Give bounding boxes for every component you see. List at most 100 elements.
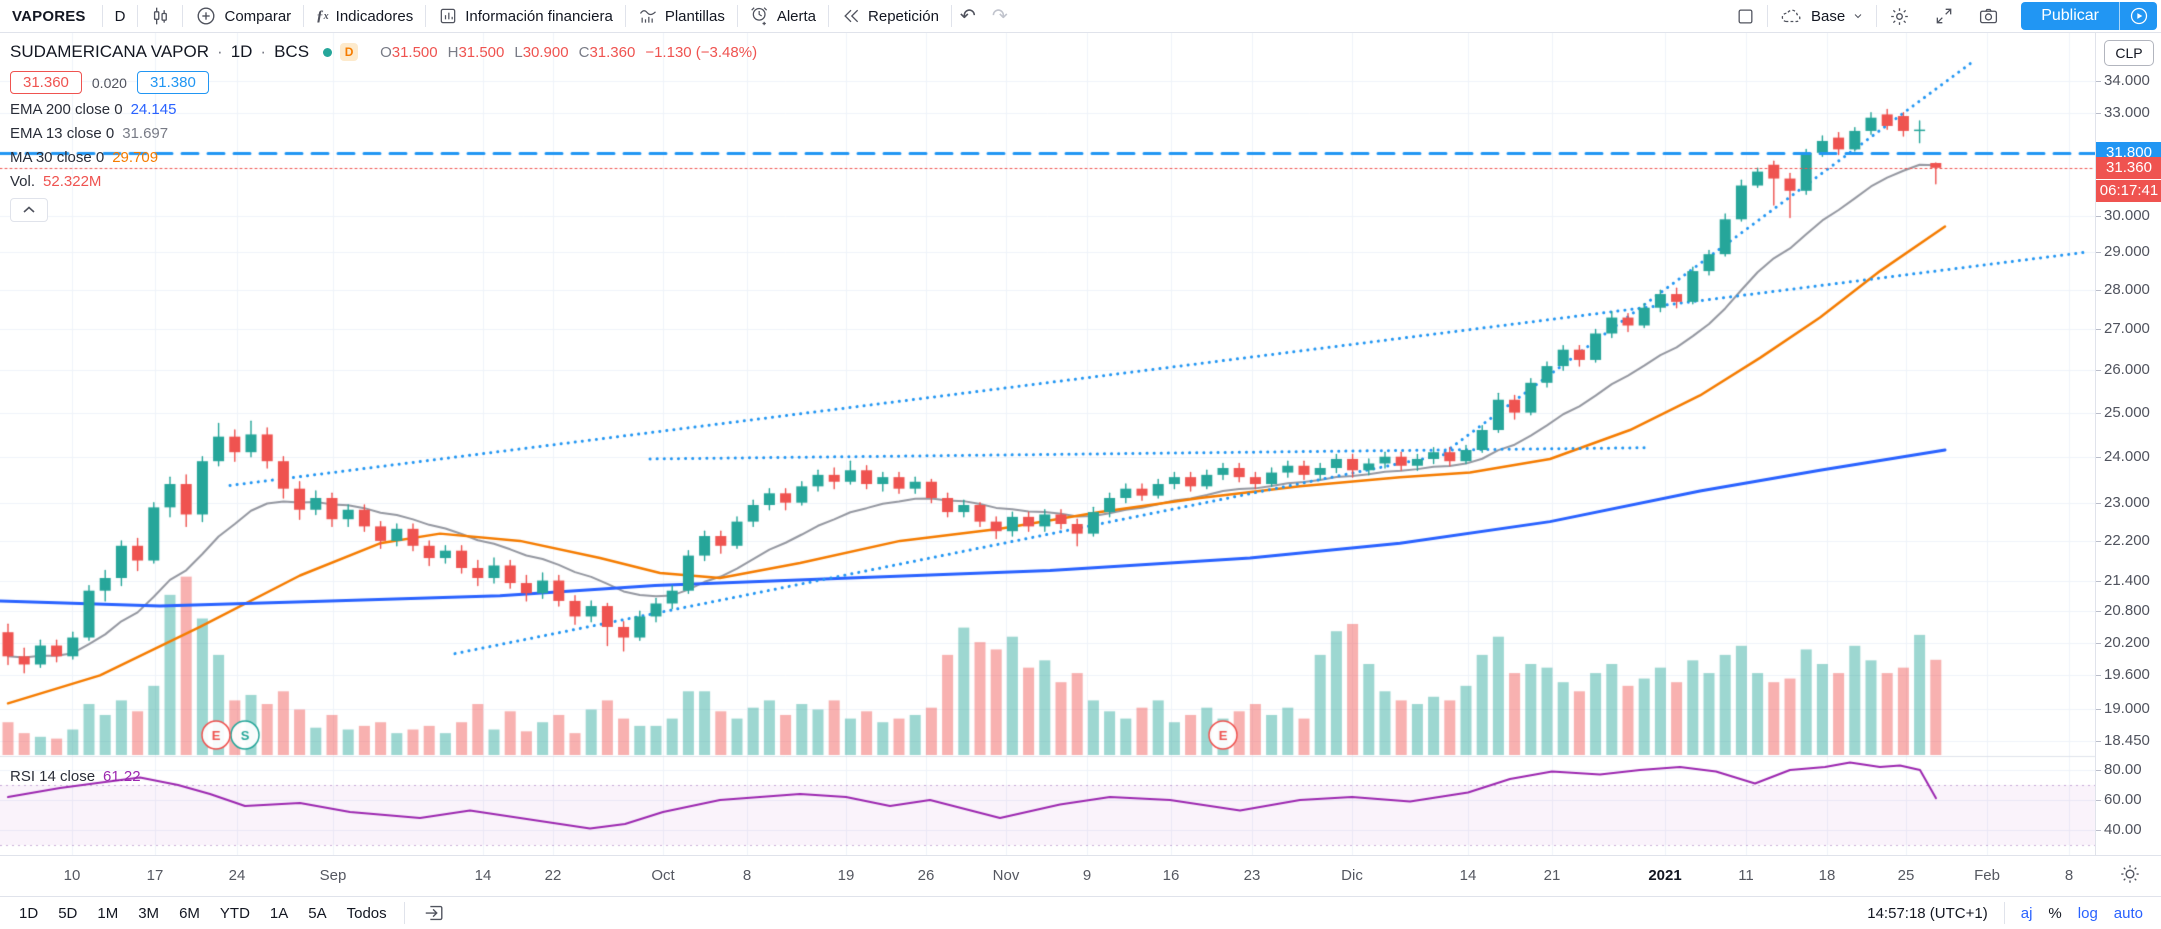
collapse-legend-button[interactable]	[10, 198, 48, 222]
time-tick: 23	[1243, 867, 1261, 884]
square-icon	[1736, 7, 1755, 26]
ema13-legend-row[interactable]: EMA 13 close 0 31.697	[10, 125, 757, 142]
divider	[624, 5, 626, 27]
bottom-right-controls: 14:57:18 (UTC+1) aj% log auto	[1867, 902, 2161, 924]
range-button-ytd[interactable]: YTD	[211, 902, 259, 925]
settings-button[interactable]	[1877, 0, 1922, 32]
range-button-6m[interactable]: 6M	[170, 902, 209, 925]
volume-legend-row[interactable]: Vol. 52.322M	[10, 173, 757, 190]
alert-button[interactable]: Alerta	[738, 0, 828, 32]
ohlc-values: O31.500 H31.500 L30.900 C31.360 −1.130 (…	[380, 43, 758, 61]
range-button-5d[interactable]: 5D	[49, 902, 86, 925]
time-axis[interactable]: 10 17 24 Sep 14 22 Oct 8 19 26 Nov 9 16 23 Dic 14 21 2021…	[0, 855, 2161, 896]
price-tick: 34.000	[2096, 72, 2160, 90]
templates-label: Plantillas	[664, 7, 725, 25]
interval-button[interactable]: D	[103, 0, 138, 32]
spread-value: 0.020	[91, 74, 127, 91]
price-tick: 19.600	[2096, 666, 2160, 684]
price-axis[interactable]: CLP 34.000 33.000 30.000 29.000 28.000 27.000…	[2095, 33, 2161, 855]
replay-button[interactable]: Repetición	[829, 0, 951, 32]
time-tick: 22	[544, 867, 562, 884]
range-button-3m[interactable]: 3M	[129, 902, 168, 925]
ema13-value: 31.697	[122, 125, 169, 142]
price-tick: 19.000	[2096, 700, 2160, 718]
scale-toggle-aj[interactable]: aj	[2020, 904, 2033, 922]
time-tick: 8	[2064, 867, 2074, 884]
snapshot-button[interactable]	[1966, 0, 2011, 32]
range-button-todos[interactable]: Todos	[338, 902, 396, 925]
divider	[1876, 5, 1878, 27]
change-value: −1.130 (−3.48%)	[645, 43, 758, 61]
compare-label: Comparar	[224, 7, 292, 25]
divider	[403, 902, 405, 924]
time-tick: 25	[1897, 867, 1915, 884]
range-button-1m[interactable]: 1M	[88, 902, 127, 925]
replay-label: Repetición	[868, 7, 939, 25]
scale-toggle-log[interactable]: log	[2077, 904, 2098, 922]
ema200-legend-row[interactable]: EMA 200 close 0 24.145	[10, 101, 757, 118]
bottom-toolbar: 1D 5D 1M 3M 6M YTD 1A 5A Todos 14:57:18 (UTC+1) …	[0, 896, 2161, 929]
divider	[137, 5, 139, 27]
divider	[425, 5, 427, 27]
compare-button[interactable]: Comparar	[183, 0, 303, 32]
main-legend: SUDAMERICANA VAPOR · 1D · BCS D O31.500 …	[10, 42, 757, 222]
time-tick: 2021	[1648, 867, 1682, 884]
legend-exchange: BCS	[274, 42, 310, 61]
symbol-legend-row[interactable]: SUDAMERICANA VAPOR · 1D · BCS D O31.500 …	[10, 42, 757, 62]
legend-interval: 1D	[230, 42, 253, 61]
publish-button[interactable]: Publicar	[2021, 2, 2119, 30]
trade-buttons-row: 31.360 0.020 31.380	[10, 71, 757, 94]
alert-label: Alerta	[776, 7, 817, 25]
indicators-label: Indicadores	[335, 7, 414, 25]
rsi-tick: 60.00	[2096, 791, 2160, 809]
clock[interactable]: 14:57:18 (UTC+1)	[1867, 904, 1988, 922]
symbol-title: SUDAMERICANA VAPOR	[10, 42, 210, 61]
chart-pane[interactable]: SUDAMERICANA VAPOR · 1D · BCS D O31.500 …	[0, 33, 2095, 855]
time-tick: 14	[474, 867, 492, 884]
buy-price-button[interactable]: 31.380	[136, 71, 209, 94]
range-button-1a[interactable]: 1A	[261, 902, 297, 925]
time-tick: Feb	[1974, 867, 2000, 884]
range-button-5a[interactable]: 5A	[299, 902, 335, 925]
sell-price-button[interactable]: 31.360	[10, 71, 82, 94]
chart-canvas[interactable]	[0, 33, 2095, 855]
divider	[1766, 5, 1768, 27]
divider	[182, 5, 184, 27]
financials-button[interactable]: Información financiera	[426, 0, 625, 32]
bar-countdown-label: 06:17:41	[2096, 179, 2161, 202]
rsi-label: RSI 14 close	[10, 768, 96, 785]
fullscreen-button[interactable]	[1922, 0, 1966, 32]
alarm-clock-icon	[750, 6, 770, 26]
rsi-legend-row[interactable]: RSI 14 close 61.22	[10, 768, 141, 785]
templates-button[interactable]: Plantillas	[626, 0, 737, 32]
camera-icon	[1978, 6, 1999, 27]
scale-toggle-auto[interactable]: auto	[2113, 904, 2143, 922]
undo-button[interactable]: ↶	[952, 0, 984, 32]
ma30-legend-row[interactable]: MA 30 close 0 29.709	[10, 149, 757, 166]
goto-date-button[interactable]	[413, 902, 455, 924]
ma30-value: 29.709	[112, 149, 159, 166]
symbol-button[interactable]: VAPORES	[0, 0, 102, 32]
range-button-1d[interactable]: 1D	[10, 902, 47, 925]
divider	[950, 5, 952, 27]
currency-button[interactable]: CLP	[2104, 40, 2154, 66]
time-tick: 8	[742, 867, 752, 884]
theme-sun-icon[interactable]	[2113, 862, 2147, 889]
publish-play-button[interactable]	[2119, 2, 2157, 30]
volume-label: Vol.	[10, 173, 36, 190]
separator: ·	[217, 42, 223, 61]
scale-toggle-%[interactable]: %	[2048, 904, 2062, 922]
volume-value: 52.322M	[43, 173, 102, 190]
price-tick: 20.200	[2096, 634, 2160, 652]
scale-toggles: aj% log auto	[2021, 905, 2143, 922]
time-tick: Oct	[651, 867, 675, 884]
layout-save-button[interactable]: Base	[1768, 0, 1876, 32]
chart-style-button[interactable]	[138, 0, 182, 32]
watchlist-panel-button[interactable]	[1724, 0, 1767, 32]
cloud-icon	[1780, 6, 1804, 26]
time-tick: Sep	[319, 867, 347, 884]
redo-button[interactable]: ↷	[984, 0, 1016, 32]
time-tick: 11	[1738, 867, 1754, 884]
